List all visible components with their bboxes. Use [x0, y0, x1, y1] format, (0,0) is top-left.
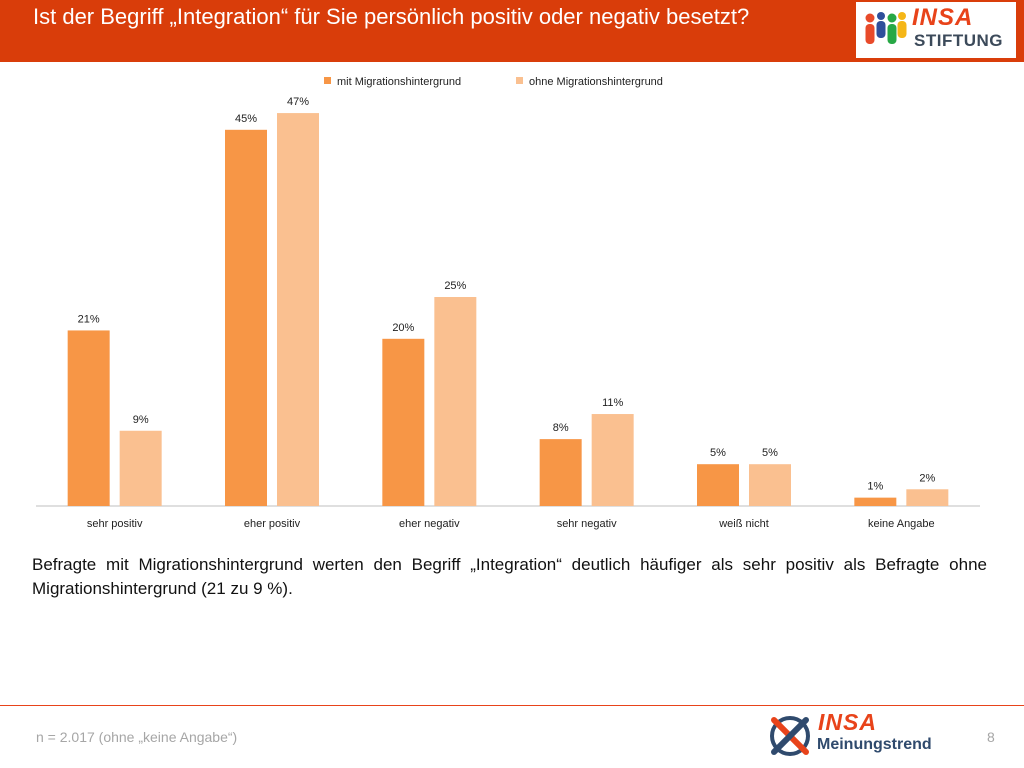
data-label: 11% — [602, 397, 623, 409]
cross-circle-icon — [770, 716, 810, 756]
legend-label: mit Migrationshintergrund — [337, 76, 461, 88]
insa-meinungstrend-logo: INSA Meinungstrend — [768, 709, 968, 761]
legend-swatch — [324, 77, 331, 84]
logo-wordmark: INSA — [912, 4, 974, 31]
bar — [434, 297, 477, 506]
legend-swatch — [516, 77, 523, 84]
bar-chart: mit Migrationshintergrund ohne Migrations… — [36, 76, 980, 530]
logo-subtitle: STIFTUNG — [914, 31, 1003, 50]
bar — [591, 414, 634, 506]
data-label: 20% — [392, 322, 414, 334]
bar — [749, 464, 791, 506]
data-label: 47% — [287, 96, 309, 108]
sample-size-note: n = 2.017 (ohne „keine Angabe“) — [36, 729, 238, 745]
people-group-icon — [865, 12, 907, 44]
legend-label: ohne Migrationshintergrund — [529, 76, 663, 88]
page-title: Ist der Begriff „Integration“ für Sie pe… — [33, 4, 750, 29]
data-label: 8% — [553, 422, 569, 434]
category-label: sehr positiv — [87, 518, 143, 530]
data-label: 2% — [919, 472, 935, 484]
bar — [119, 430, 162, 506]
data-label: 21% — [78, 313, 100, 325]
bar — [854, 497, 897, 506]
bar — [906, 489, 949, 506]
data-label: 45% — [235, 113, 257, 125]
category-label: keine Angabe — [868, 518, 935, 530]
logo-subtitle: Meinungstrend — [817, 736, 932, 753]
bar — [225, 129, 267, 507]
data-label: 5% — [710, 447, 726, 459]
data-label: 1% — [867, 481, 883, 493]
data-label: 25% — [444, 280, 466, 292]
bar — [539, 439, 582, 506]
insa-stiftung-logo: INSA STIFTUNG — [856, 2, 1016, 58]
category-label: weiß nicht — [718, 518, 769, 530]
bar — [697, 464, 739, 506]
data-label: 5% — [762, 447, 778, 459]
bar — [67, 330, 110, 506]
summary-text: Befragte mit Migrationshintergrund werte… — [32, 555, 987, 598]
logo-wordmark: INSA — [818, 709, 877, 735]
bar — [382, 338, 425, 506]
category-label: sehr negativ — [557, 518, 617, 530]
category-label: eher negativ — [399, 518, 460, 530]
footer-divider — [0, 705, 1024, 706]
bar — [277, 113, 319, 506]
header-bar: Ist der Begriff „Integration“ für Sie pe… — [0, 0, 1024, 62]
page-number: 8 — [987, 729, 995, 745]
data-label: 9% — [133, 414, 149, 426]
category-label: eher positiv — [244, 518, 301, 530]
